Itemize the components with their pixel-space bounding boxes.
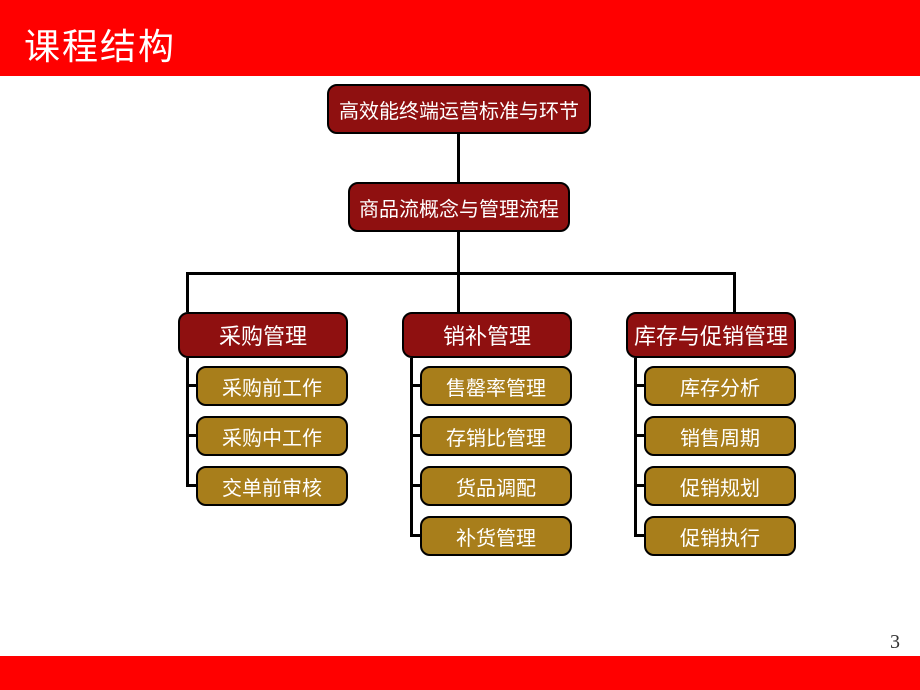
node-label: 库存与促销管理 — [634, 319, 788, 351]
tree-category-node: 销补管理 — [402, 312, 572, 358]
node-label: 货品调配 — [456, 472, 536, 501]
tree-category-node: 库存与促销管理 — [626, 312, 796, 358]
connector-line — [733, 272, 736, 312]
node-label: 销补管理 — [443, 319, 531, 351]
tree-sub-node: 采购中工作 — [196, 416, 348, 456]
tree-sub-node: 存销比管理 — [420, 416, 572, 456]
tree-sub-node: 采购前工作 — [196, 366, 348, 406]
tree-category-node: 采购管理 — [178, 312, 348, 358]
tree-sub-node: 库存分析 — [644, 366, 796, 406]
connector-line — [457, 134, 460, 182]
connector-line — [186, 272, 736, 275]
connector-line — [186, 358, 189, 486]
tree-sub-node: 补货管理 — [420, 516, 572, 556]
node-label: 采购管理 — [219, 319, 307, 351]
node-label: 补货管理 — [456, 522, 536, 551]
node-label: 采购前工作 — [222, 372, 322, 401]
tree-sub-node: 销售周期 — [644, 416, 796, 456]
connector-line — [186, 272, 189, 312]
node-label: 交单前审核 — [222, 472, 322, 501]
connector-line — [457, 272, 460, 312]
tree-sub-node: 促销规划 — [644, 466, 796, 506]
node-label: 售罄率管理 — [446, 372, 546, 401]
connector-line — [457, 232, 460, 272]
slide-title: 课程结构 — [24, 27, 176, 67]
tree-sub-node: 售罄率管理 — [420, 366, 572, 406]
tree-root-node: 高效能终端运营标准与环节 — [327, 84, 591, 134]
node-label: 促销执行 — [680, 522, 760, 551]
page-number: 3 — [890, 631, 900, 654]
tree-sub-node: 促销执行 — [644, 516, 796, 556]
diagram-canvas: 高效能终端运营标准与环节 商品流概念与管理流程 采购管理 销补管理 库存与促销管… — [0, 76, 920, 656]
tree-sub-node: 货品调配 — [420, 466, 572, 506]
node-label: 促销规划 — [680, 472, 760, 501]
slide-footer-bar — [0, 656, 920, 690]
node-label: 存销比管理 — [446, 422, 546, 451]
node-label: 库存分析 — [680, 372, 760, 401]
tree-level2-node: 商品流概念与管理流程 — [348, 182, 570, 232]
node-label: 采购中工作 — [222, 422, 322, 451]
node-label: 销售周期 — [680, 422, 760, 451]
slide-header: 课程结构 — [0, 0, 920, 76]
tree-sub-node: 交单前审核 — [196, 466, 348, 506]
node-label: 高效能终端运营标准与环节 — [339, 95, 579, 124]
node-label: 商品流概念与管理流程 — [359, 193, 559, 222]
